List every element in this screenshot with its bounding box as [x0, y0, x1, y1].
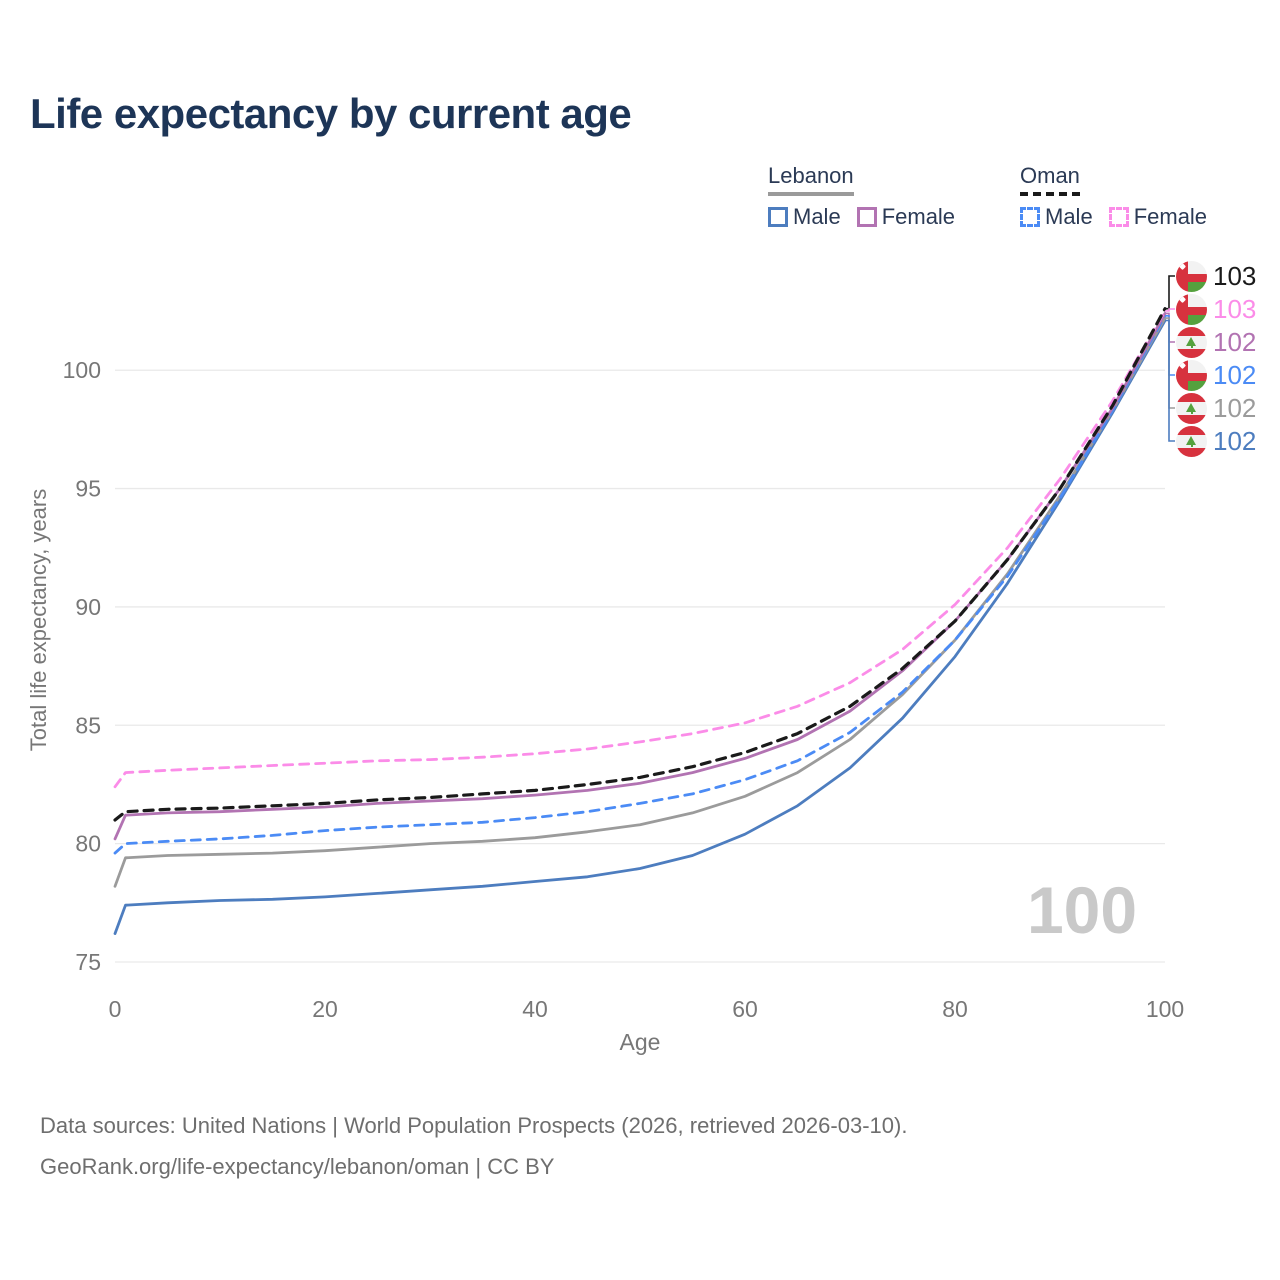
end-label-row: 103 — [1176, 293, 1256, 325]
y-axis-tick-labels: 75 80 85 90 95 100 — [63, 357, 101, 975]
oman-male-swatch-icon — [1020, 207, 1040, 227]
leader-line — [1165, 275, 1175, 310]
y-tick-label: 85 — [75, 712, 101, 738]
oman-flag-icon — [1176, 260, 1207, 292]
legend-country-lebanon: Lebanon — [768, 163, 854, 196]
axis-titles: Age Total life expectancy, years — [26, 489, 660, 1055]
y-gridlines — [115, 369, 1165, 963]
series-line — [113, 314, 1167, 855]
footer-sources-line: Data sources: United Nations | World Pop… — [40, 1113, 908, 1138]
x-tick-label: 40 — [522, 996, 548, 1022]
leader-line — [1165, 317, 1175, 409]
legend-item-oman-male: Male — [1045, 204, 1093, 229]
end-label-value: 102 — [1213, 392, 1257, 423]
x-axis-title: Age — [620, 1029, 661, 1055]
series-line — [113, 307, 1167, 822]
end-label-value: 102 — [1213, 326, 1257, 357]
leader-line — [1165, 308, 1175, 312]
end-label-row: 102 — [1176, 425, 1256, 457]
end-label-row: 102 — [1176, 392, 1256, 424]
end-label-value: 103 — [1213, 293, 1257, 324]
footer-url-line: GeoRank.org/life-expectancy/lebanon/oman… — [40, 1153, 555, 1179]
lebanon-male-swatch-icon — [768, 207, 788, 227]
legend-country-oman: Oman — [1020, 163, 1080, 196]
y-axis-title: Total life expectancy, years — [26, 489, 51, 752]
legend-item-lebanon-female: Female — [881, 204, 956, 229]
y-tick-label: 95 — [75, 476, 101, 502]
oman-flag-icon — [1176, 293, 1207, 325]
end-label-value: 103 — [1213, 260, 1257, 291]
end-label-row: 103 — [1176, 260, 1256, 292]
series-lines — [113, 307, 1167, 935]
legend-group-lebanon: Lebanon Male Female — [768, 163, 971, 230]
x-tick-label: 100 — [1146, 996, 1184, 1022]
x-tick-label: 20 — [312, 996, 338, 1022]
y-tick-label: 80 — [75, 831, 101, 857]
leader-line — [1165, 315, 1175, 376]
lebanon-female-swatch-icon — [856, 207, 877, 227]
end-label-value: 102 — [1213, 425, 1257, 456]
y-tick-label: 90 — [75, 594, 101, 620]
leader-line — [1165, 319, 1175, 442]
end-label-leader-lines — [1165, 275, 1175, 442]
lebanon-flag-icon — [1176, 425, 1207, 457]
lebanon-flag-icon — [1176, 392, 1207, 424]
legend-item-lebanon-male: Male — [793, 204, 841, 229]
y-tick-label: 100 — [63, 357, 101, 383]
x-tick-label: 80 — [942, 996, 968, 1022]
x-tick-label: 60 — [732, 996, 758, 1022]
series-line — [113, 309, 1167, 789]
legend-item-oman-female: Female — [1133, 204, 1208, 229]
end-label-value: 102 — [1213, 359, 1257, 390]
y-tick-label: 75 — [75, 949, 101, 975]
end-label-row: 102 — [1176, 359, 1256, 391]
data-source-footer: Data sources: United Nations | World Pop… — [40, 1106, 907, 1187]
lebanon-flag-icon — [1176, 326, 1207, 358]
series-line — [113, 319, 1167, 935]
oman-flag-icon — [1176, 359, 1207, 391]
legend-group-oman: Oman Male Female — [1020, 163, 1223, 230]
x-tick-label: 0 — [109, 996, 122, 1022]
oman-female-swatch-icon — [1108, 207, 1129, 227]
end-label-row: 102 — [1176, 326, 1256, 358]
watermark-age-indicator: 100 — [1026, 873, 1138, 947]
x-axis-tick-labels: 0 20 40 60 80 100 — [109, 996, 1185, 1022]
page-title: Life expectancy by current age — [30, 90, 632, 137]
series-line — [113, 316, 1167, 888]
